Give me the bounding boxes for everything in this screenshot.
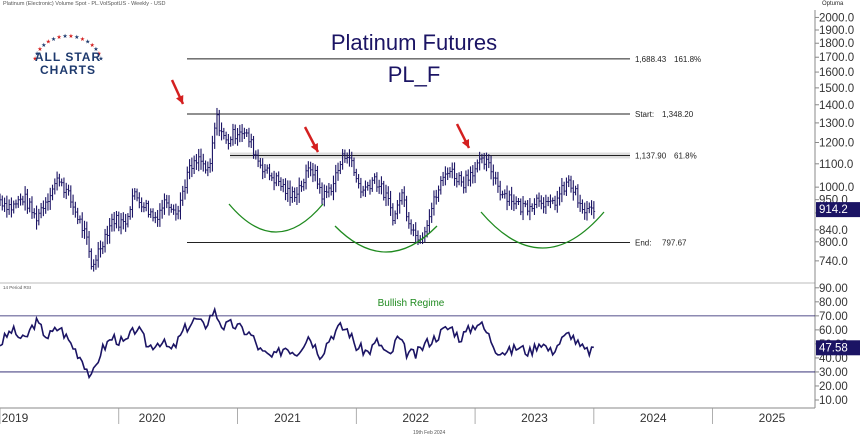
rsi-tick-label: 80.00 — [819, 297, 848, 309]
logo-line2: CHARTS — [40, 63, 96, 77]
logo-star: ★ — [98, 56, 103, 63]
rsi-axis: 10.0020.0030.0040.0050.0060.0070.0080.00… — [815, 283, 860, 407]
logo-star: ★ — [93, 46, 98, 53]
rsi-tick-label: 30.00 — [819, 367, 848, 379]
price-tick-label: 1500.0 — [819, 83, 854, 95]
pivot-arrows — [170, 79, 471, 153]
level-label: 1,137.90 — [635, 152, 667, 161]
price-tick-label: 1200.0 — [819, 138, 854, 150]
rsi-tick-label: 60.00 — [819, 325, 848, 337]
rsi-tick-label: 90.00 — [819, 283, 848, 295]
logo-star: ★ — [89, 42, 94, 49]
year-label: 2025 — [759, 411, 786, 425]
year-label: 2024 — [640, 411, 667, 425]
price-tick-label: 800.0 — [819, 237, 848, 249]
logo-star: ★ — [34, 51, 39, 58]
level-value: 797.67 — [662, 238, 687, 247]
time-axis: 2019 2020 2021 2022 2023 2024 2025 — [0, 408, 786, 425]
year-label: 2022 — [402, 411, 429, 425]
logo-stars: ★★★★★ ★ ★ ★ ★ ★ ★ ★★★★★ — [32, 33, 103, 62]
rsi-indicator-label: 14 Period RSI — [3, 285, 31, 290]
logo-star: ★ — [32, 56, 37, 63]
price-tick-label: 1300.0 — [819, 118, 854, 130]
level-value: 1,348.20 — [662, 110, 694, 119]
logo-star: ★ — [85, 39, 90, 46]
logo-star: ★ — [41, 42, 46, 49]
logo-star: ★ — [80, 36, 85, 43]
level-label: Start: — [635, 110, 654, 119]
price-tick-label: 1800.0 — [819, 38, 854, 50]
logo-star: ★ — [68, 33, 73, 40]
price-tick-label: 840.0 — [819, 225, 848, 237]
level-lines: 1,688.43 161.8% Start: 1,348.20 1,137.90 61.8… — [187, 55, 701, 247]
last-price-badge — [816, 202, 860, 218]
red-arrow-head — [176, 95, 184, 104]
regime-label: Bullish Regime — [378, 298, 445, 309]
red-arrow-head — [461, 139, 469, 148]
price-tick-label: 2000.0 — [819, 12, 854, 24]
logo-star: ★ — [46, 39, 51, 46]
logo-star: ★ — [37, 46, 42, 53]
price-axis: 740.0800.0840.0900.0950.01000.01100.0120… — [815, 12, 860, 268]
last-rsi-badge — [816, 340, 860, 356]
rsi-panel — [0, 306, 815, 380]
rsi-tick-label: 10.00 — [819, 395, 848, 407]
price-tick-label: 1700.0 — [819, 52, 854, 64]
year-label: 2019 — [2, 411, 29, 425]
level-label: 1,688.43 — [635, 55, 667, 64]
last-price-value: 914.2 — [819, 204, 848, 216]
logo-star: ★ — [74, 34, 79, 41]
instrument-header: Platinum (Electronic) Volume Spot - PL.V… — [3, 1, 166, 7]
year-label: 2023 — [521, 411, 548, 425]
level-label: End: — [635, 238, 651, 247]
year-label: 2021 — [274, 411, 301, 425]
footer-date: 19th Feb 2024 — [413, 430, 446, 436]
logo-star: ★ — [51, 36, 56, 43]
optuma-brand: Optuma — [822, 1, 844, 7]
rsi-line — [0, 306, 594, 380]
price-tick-label: 1600.0 — [819, 67, 854, 79]
rsi-tick-label: 20.00 — [819, 381, 848, 393]
price-bars — [0, 107, 596, 272]
red-arrow-head — [310, 143, 318, 152]
price-tick-label: 1400.0 — [819, 100, 854, 112]
price-tick-label: 740.0 — [819, 256, 848, 268]
chart-subtitle: PL_F — [388, 62, 441, 87]
logo-star: ★ — [62, 33, 67, 40]
logo-star: ★ — [96, 51, 101, 58]
price-tick-label: 1900.0 — [819, 25, 854, 37]
allstarcharts-logo: ★★★★★ ★ ★ ★ ★ ★ ★ ★★★★★ ALL STAR CHARTS — [32, 33, 103, 77]
price-tick-label: 1000.0 — [819, 182, 854, 194]
price-tick-label: 1100.0 — [819, 159, 853, 171]
logo-star: ★ — [56, 34, 61, 41]
chart-title: Platinum Futures — [331, 30, 497, 55]
rsi-tick-label: 40.00 — [819, 353, 848, 365]
logo-line1: ALL STAR — [35, 50, 101, 64]
level-value: 161.8% — [674, 55, 701, 64]
pattern-arcs — [228, 203, 605, 253]
last-rsi-value: 47.58 — [819, 342, 848, 354]
level-value: 61.8% — [674, 152, 697, 161]
rounded-bottom-arc — [480, 211, 605, 249]
year-label: 2020 — [139, 411, 166, 425]
rsi-tick-label: 70.00 — [819, 311, 848, 323]
rounded-bottom-arc — [228, 203, 324, 233]
rounded-bottom-arc — [334, 225, 438, 253]
